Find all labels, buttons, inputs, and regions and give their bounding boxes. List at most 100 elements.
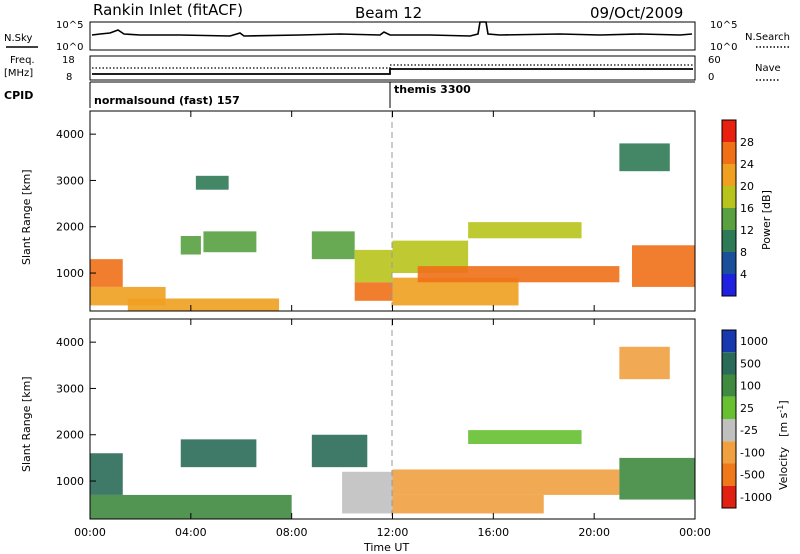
echo-region bbox=[619, 457, 695, 500]
cpid-panel: CPID normalsound (fast) 157 themis 3300 bbox=[4, 81, 695, 108]
velocity-colorbar-tick: -1000 bbox=[740, 491, 772, 504]
power-ytick-label: 2000 bbox=[56, 221, 84, 234]
freq-label-2: [MHz] bbox=[4, 68, 33, 79]
velocity-y-axis: 1000 2000 3000 4000 bbox=[56, 336, 96, 488]
x-tick-label: 04:00 bbox=[175, 526, 207, 539]
echo-region bbox=[417, 266, 620, 283]
echo-region bbox=[631, 245, 695, 287]
nsearch-tick-bottom: 10^0 bbox=[710, 42, 737, 53]
velocity-colorbar-tick: -100 bbox=[740, 446, 765, 459]
echo-region bbox=[392, 469, 620, 495]
power-ytick-label: 1000 bbox=[56, 267, 84, 280]
power-colorbar-segment bbox=[722, 208, 736, 230]
echo-region bbox=[311, 231, 355, 260]
velocity-colorbar-segment bbox=[722, 441, 736, 464]
nsky-trace bbox=[91, 21, 693, 37]
velocity-plot-area bbox=[90, 346, 695, 519]
nsky-tick-top: 10^5 bbox=[56, 20, 83, 31]
cpid-mode-2: themis 3300 bbox=[394, 83, 471, 96]
cpid-label: CPID bbox=[4, 89, 33, 102]
velocity-colorbar-label: Velocity[m s-1] bbox=[776, 400, 790, 490]
nsearch-tick-top: 10^5 bbox=[710, 20, 737, 31]
velocity-panel: 1000 2000 3000 4000 Slant Range [km] 1000 50… bbox=[20, 318, 790, 520]
power-colorbar-label: Power [dB] bbox=[760, 190, 773, 250]
velocity-colorbar-tick: -500 bbox=[740, 469, 765, 482]
freq-tick-top: 18 bbox=[62, 55, 75, 66]
x-axis: 00:00 04:00 08:00 12:00 16:00 20:00 00:00 bbox=[74, 111, 711, 539]
nsky-panel: N.Sky 10^5 10^0 10^5 10^0 N.Search bbox=[4, 20, 790, 53]
power-colorbar-segment bbox=[722, 230, 736, 252]
freq-tick-bottom: 8 bbox=[66, 72, 72, 83]
power-ytick-label: 3000 bbox=[56, 174, 84, 187]
power-colorbar-tick: 12 bbox=[740, 224, 754, 237]
freq-label-1: Freq. bbox=[10, 55, 35, 66]
nsearch-label: N.Search bbox=[745, 32, 790, 43]
x-tick-label: 00:00 bbox=[679, 526, 711, 539]
echo-region bbox=[180, 236, 201, 255]
velocity-colorbar-tick: -25 bbox=[740, 424, 758, 437]
echo-region bbox=[354, 249, 393, 283]
velocity-y-label: Slant Range [km] bbox=[20, 376, 33, 472]
power-colorbar-tick: 24 bbox=[740, 158, 754, 171]
freq-panel: Freq. [MHz] 18 8 60 0 Nave bbox=[4, 55, 781, 83]
power-plot-area bbox=[90, 143, 695, 311]
nave-trace bbox=[92, 64, 693, 69]
x-tick-label: 00:00 bbox=[74, 526, 106, 539]
echo-region bbox=[203, 231, 257, 253]
power-ytick-label: 4000 bbox=[56, 128, 84, 141]
velocity-ytick-label: 1000 bbox=[56, 475, 84, 488]
power-panel: 1000 2000 3000 4000 Slant Range [km] 4 8 12 16… bbox=[20, 110, 773, 312]
velocity-colorbar: 1000 500 100 25 -25 -100 -500 -1000 bbox=[721, 329, 772, 509]
power-colorbar-tick: 20 bbox=[740, 180, 754, 193]
power-colorbar-segment bbox=[722, 142, 736, 164]
power-colorbar-tick: 28 bbox=[740, 136, 754, 149]
power-colorbar-segment bbox=[722, 252, 736, 274]
echo-region bbox=[354, 282, 393, 301]
velocity-colorbar-tick: 1000 bbox=[740, 335, 768, 348]
echo-region bbox=[180, 439, 257, 468]
echo-region bbox=[90, 453, 123, 495]
velocity-colorbar-segment bbox=[722, 330, 736, 353]
freq-trace bbox=[92, 68, 693, 75]
power-colorbar-segment bbox=[722, 120, 736, 142]
echo-region bbox=[468, 222, 582, 239]
nsky-tick-bottom: 10^0 bbox=[56, 42, 83, 53]
velocity-ytick-label: 3000 bbox=[56, 382, 84, 395]
x-tick-label: 20:00 bbox=[578, 526, 610, 539]
echo-region bbox=[619, 143, 670, 172]
x-tick-label: 16:00 bbox=[477, 526, 509, 539]
nave-tick-bottom: 0 bbox=[708, 72, 714, 83]
echo-region bbox=[127, 298, 280, 311]
echo-region bbox=[342, 471, 393, 514]
nave-label: Nave bbox=[755, 63, 781, 74]
velocity-colorbar-tick: 100 bbox=[740, 380, 761, 393]
power-y-axis: 1000 2000 3000 4000 bbox=[56, 128, 96, 280]
power-colorbar-segment bbox=[722, 274, 736, 296]
velocity-colorbar-segment bbox=[722, 396, 736, 419]
beam-title: Beam 12 bbox=[355, 4, 422, 22]
power-colorbar-segment bbox=[722, 186, 736, 208]
velocity-colorbar-tick: 25 bbox=[740, 402, 754, 415]
echo-region bbox=[392, 494, 544, 514]
date-title: 09/Oct/2009 bbox=[590, 4, 683, 22]
x-axis-label: Time UT bbox=[363, 541, 409, 554]
cpid-mode-1: normalsound (fast) 157 bbox=[94, 94, 240, 107]
velocity-colorbar-segment bbox=[722, 485, 736, 508]
power-y-label: Slant Range [km] bbox=[20, 169, 33, 265]
nave-tick-top: 60 bbox=[708, 55, 721, 66]
x-tick-label: 12:00 bbox=[377, 526, 409, 539]
velocity-colorbar-segment bbox=[722, 374, 736, 397]
station-title: Rankin Inlet (fitACF) bbox=[93, 1, 243, 19]
velocity-colorbar-segment bbox=[722, 352, 736, 375]
echo-region bbox=[619, 346, 670, 380]
velocity-colorbar-segment bbox=[722, 419, 736, 442]
power-colorbar-tick: 8 bbox=[740, 246, 747, 259]
velocity-ytick-label: 2000 bbox=[56, 429, 84, 442]
x-tick-label: 08:00 bbox=[276, 526, 308, 539]
echo-region bbox=[468, 430, 582, 444]
power-colorbar-tick: 4 bbox=[740, 268, 747, 281]
power-colorbar-tick: 16 bbox=[740, 202, 754, 215]
echo-region bbox=[195, 175, 229, 190]
velocity-colorbar-segment bbox=[722, 463, 736, 486]
